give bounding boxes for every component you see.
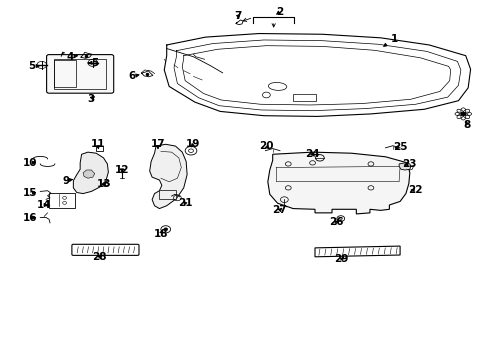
Polygon shape	[73, 152, 108, 194]
Bar	[159, 190, 176, 199]
Text: 25: 25	[392, 142, 407, 152]
Circle shape	[163, 228, 167, 231]
Text: 4: 4	[66, 52, 77, 62]
Text: 21: 21	[178, 198, 192, 208]
Text: 5: 5	[88, 58, 98, 68]
Text: 1: 1	[383, 34, 397, 46]
Text: 8: 8	[463, 120, 470, 130]
Text: 26: 26	[328, 217, 343, 227]
Text: 3: 3	[87, 94, 95, 104]
Text: 14: 14	[37, 200, 51, 210]
Text: 24: 24	[305, 149, 319, 159]
Text: 28: 28	[92, 252, 107, 262]
Polygon shape	[149, 144, 187, 208]
Text: 10: 10	[22, 158, 37, 168]
Circle shape	[460, 112, 465, 116]
Text: 7: 7	[234, 11, 242, 21]
Text: 11: 11	[90, 139, 105, 149]
Polygon shape	[398, 163, 410, 170]
Polygon shape	[267, 152, 409, 214]
Bar	[54, 60, 76, 87]
Polygon shape	[83, 170, 95, 178]
Text: 15: 15	[22, 188, 37, 198]
Text: 27: 27	[272, 205, 286, 215]
Text: 5: 5	[28, 62, 39, 71]
Text: 16: 16	[23, 212, 38, 222]
Text: 6: 6	[128, 71, 139, 81]
Bar	[54, 59, 106, 89]
Text: 19: 19	[186, 139, 200, 149]
Text: 22: 22	[407, 185, 422, 195]
Text: 17: 17	[150, 139, 165, 149]
Text: 18: 18	[153, 229, 168, 239]
Text: 20: 20	[259, 141, 273, 151]
Text: 23: 23	[402, 159, 416, 169]
FancyBboxPatch shape	[46, 55, 114, 93]
Bar	[292, 94, 316, 102]
Text: 12: 12	[115, 165, 129, 175]
Text: 13: 13	[97, 179, 111, 189]
Text: 29: 29	[334, 254, 348, 264]
Text: 9: 9	[62, 176, 72, 186]
Text: 2: 2	[275, 7, 283, 17]
